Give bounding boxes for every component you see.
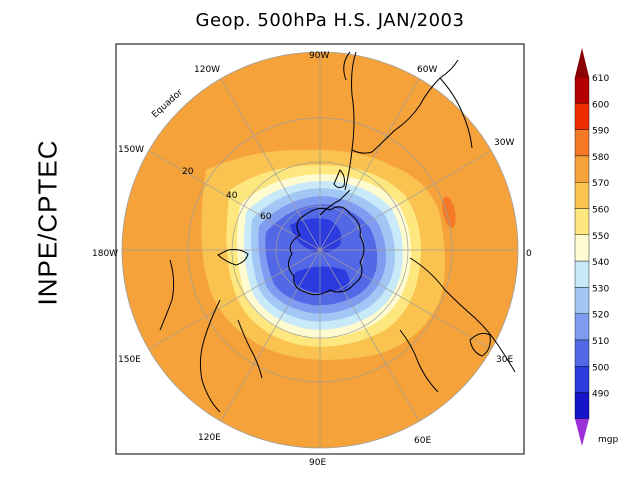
lon-label-180w: 180W <box>92 249 118 259</box>
lon-label-30w: 30W <box>494 138 514 148</box>
lon-label-90e: 90E <box>309 458 326 468</box>
map-title: Geop. 500hPa H.S. JAN/2003 <box>195 10 465 31</box>
colorbar-unit: mgp <box>598 435 618 445</box>
lon-label-90w: 90W <box>309 51 329 61</box>
colorbar-label-510: 510 <box>592 337 609 347</box>
colorbar-label-610: 610 <box>592 74 609 84</box>
lon-label-60w: 60W <box>417 65 437 75</box>
colorbar-box-580 <box>574 155 590 183</box>
colorbar-label-580: 580 <box>592 153 609 163</box>
colorbar-box-560 <box>574 208 590 235</box>
antarctica-coast <box>288 206 365 296</box>
colorbar-label-600: 600 <box>592 100 609 110</box>
colorbar-label-560: 560 <box>592 206 609 216</box>
colorbar-bottom-triangle <box>575 419 589 446</box>
colorbar-boxes: 610 600 590 580 570 560 550 540 530 520 510 500 490 <box>574 74 609 420</box>
colorbar-label-570: 570 <box>592 179 609 189</box>
colorbar-label-550: 550 <box>592 232 609 242</box>
lat-label-20: 20 <box>182 167 194 177</box>
colorbar-box-610 <box>574 76 590 104</box>
lat-label-40: 40 <box>226 191 238 201</box>
colorbar-label-520: 520 <box>592 311 609 321</box>
colorbar-label-500: 500 <box>592 363 609 373</box>
grid-lines <box>122 52 518 448</box>
colorbar-box-510 <box>574 339 590 367</box>
colorbar-label-540: 540 <box>592 258 609 268</box>
colorbar-box-530 <box>574 287 590 314</box>
colorbar-label-490: 490 <box>592 390 609 400</box>
colorbar-top-triangle <box>575 48 589 77</box>
colorbar-box-600 <box>574 103 590 130</box>
lon-label-60e: 60E <box>414 436 431 446</box>
lon-label-0: 0 <box>526 249 532 259</box>
equator-circle <box>121 51 519 449</box>
colorbar-box-590 <box>574 129 590 157</box>
colorbar-box-520 <box>574 313 590 341</box>
lon-label-120w: 120W <box>194 65 220 75</box>
colorbar-label-590: 590 <box>592 127 609 137</box>
colorbar-box-570 <box>574 181 590 209</box>
colorbar-label-530: 530 <box>592 284 609 294</box>
lon-label-150e: 150E <box>118 355 141 365</box>
colorbar-box-540 <box>574 260 590 288</box>
colorbar-box-500 <box>574 366 590 393</box>
coastlines <box>159 51 516 413</box>
lon-label-120e: 120E <box>198 433 221 443</box>
colorbar-box-490 <box>574 392 590 420</box>
lon-label-150w: 150W <box>118 145 144 155</box>
colorbar-box-550 <box>574 234 590 262</box>
lon-label-30e: 30E <box>496 355 513 365</box>
lat-label-60: 60 <box>260 212 272 222</box>
